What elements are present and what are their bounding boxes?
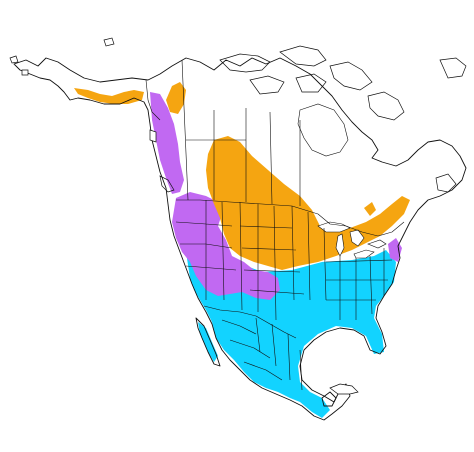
- nonbreeding-range-baja: [198, 322, 218, 362]
- province-lines: [181, 59, 301, 206]
- islands-layer: [9, 37, 467, 143]
- arctic-island-1: [219, 53, 271, 73]
- us-canada-border: [176, 199, 405, 237]
- greenland-fragment: [439, 57, 467, 79]
- year-round-range-pacific: [172, 192, 280, 300]
- breeding-range-alaska: [74, 88, 144, 104]
- state-lines-central: [239, 205, 327, 301]
- arctic-island-5: [249, 75, 285, 95]
- state-lines-east: [325, 248, 393, 320]
- aleutian-islet-2: [21, 69, 29, 76]
- mexico-state-lines: [221, 317, 303, 391]
- great-lakes-layer: [317, 221, 387, 259]
- arctic-island-4: [367, 91, 405, 121]
- breeding-range-east-tip: [364, 202, 376, 216]
- lake-ontario: [367, 239, 387, 249]
- hudson-bay: [297, 103, 349, 157]
- lake-michigan: [335, 233, 345, 257]
- yucatan-outline: [321, 391, 337, 407]
- lake-erie: [353, 249, 375, 259]
- year-round-range-coast: [150, 92, 184, 194]
- bering-islet: [103, 37, 115, 47]
- arctic-island-6: [295, 73, 327, 93]
- vancouver-island-outline: [159, 175, 175, 193]
- breeding-range-interior: [206, 136, 410, 270]
- lake-superior: [317, 221, 351, 233]
- continent-outline: [13, 57, 467, 421]
- cuba-outline: [329, 383, 359, 395]
- aleutian-islet-1: [9, 55, 19, 64]
- arctic-island-3: [329, 61, 373, 91]
- coastline-layer: [13, 45, 467, 421]
- us-mexico-border: [203, 305, 297, 339]
- political-borders-layer: [145, 59, 405, 391]
- baja-outline: [195, 317, 221, 367]
- arctic-island-2: [279, 45, 327, 67]
- alaska-border: [145, 79, 161, 121]
- state-lines-west: [175, 200, 277, 321]
- lake-huron: [349, 229, 365, 247]
- queen-charlotte-islands: [149, 129, 157, 143]
- newfoundland-outline: [435, 173, 457, 193]
- breeding-range-north: [166, 82, 186, 114]
